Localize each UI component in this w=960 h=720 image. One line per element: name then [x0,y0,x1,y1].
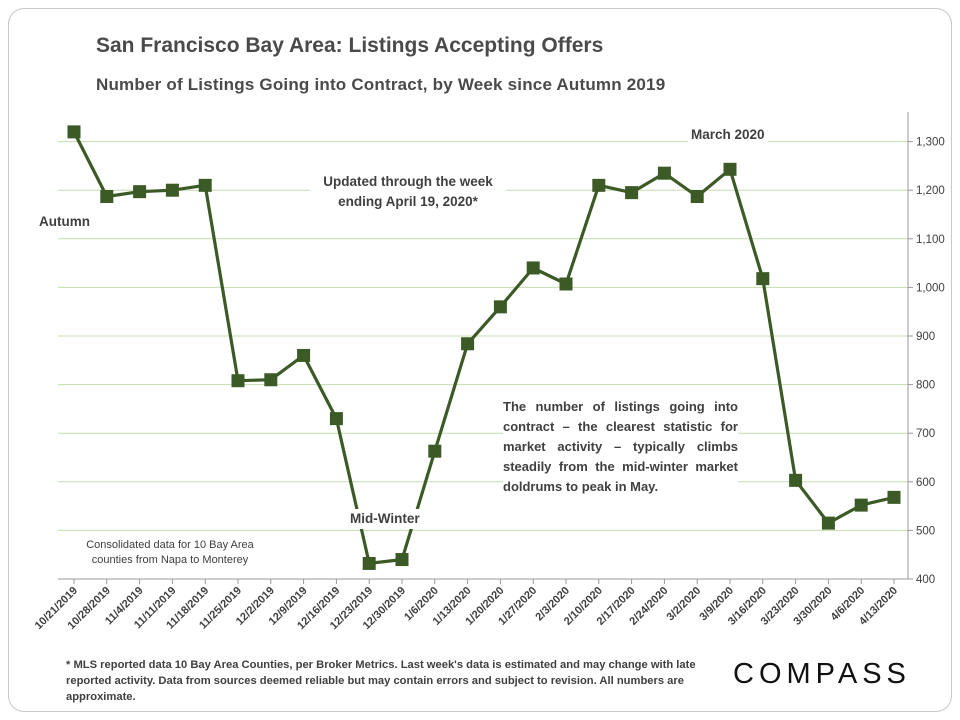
annotation-source-note: Consolidated data for 10 Bay Area counti… [86,539,254,566]
y-tick-label: 400 [916,574,935,586]
y-axis-ticks: 400 500 600 700 800 900 1,000 1,100 1,200 1,300 [908,137,945,586]
data-point [297,348,311,362]
annotation-march: March 2020 [688,125,768,145]
slide-frame [8,8,952,712]
page-title: San Francisco Bay Area: Listings Accepti… [96,34,604,57]
annotation-autumn: Autumn [36,212,93,232]
data-point [756,272,770,286]
y-tick-label: 900 [916,331,935,343]
y-tick-label: 1,300 [916,137,945,149]
data-point [789,473,803,487]
data-point [100,190,114,204]
data-point [329,412,343,426]
y-tick-label: 1,000 [916,282,945,294]
series-markers [67,125,901,570]
data-point [165,183,179,197]
y-tick-label: 1,200 [916,185,945,197]
data-point [133,185,147,199]
annotation-mid-winter: Mid-Winter [346,509,424,529]
y-tick-label: 500 [916,525,935,537]
data-point [461,337,475,351]
data-point [395,553,409,567]
data-point [493,300,507,314]
data-point [625,186,639,200]
y-tick-label: 700 [916,428,935,440]
data-point [264,373,278,387]
footnote: * MLS reported data 10 Bay Area Counties… [66,659,696,703]
data-point [362,556,376,570]
data-point [67,125,81,139]
data-point [690,190,704,204]
x-axis-ticks: 10/21/201910/28/201911/4/201911/11/20191… [33,579,900,632]
data-point [559,277,573,291]
data-point [821,516,835,530]
series-line [72,131,895,566]
y-tick-label: 1,100 [916,234,945,246]
series-line-layer [72,131,895,566]
data-point [723,162,737,176]
data-point [198,178,212,192]
annotation-updated: Updated through the week ending April 19… [310,172,506,212]
annotation-description: The number of listings going into contra… [503,397,738,497]
compass-logo: COMPASS [733,658,911,690]
page-subtitle: Number of Listings Going into Contract, … [96,75,666,94]
data-point [231,374,245,388]
data-point [526,261,540,275]
y-tick-label: 800 [916,380,935,392]
data-point [657,166,671,180]
x-tick-label: 3/2/2020 [665,585,704,624]
y-tick-label: 600 [916,477,935,489]
data-point [428,444,442,458]
data-point [854,498,868,512]
data-point [887,490,901,504]
data-point [592,178,606,192]
